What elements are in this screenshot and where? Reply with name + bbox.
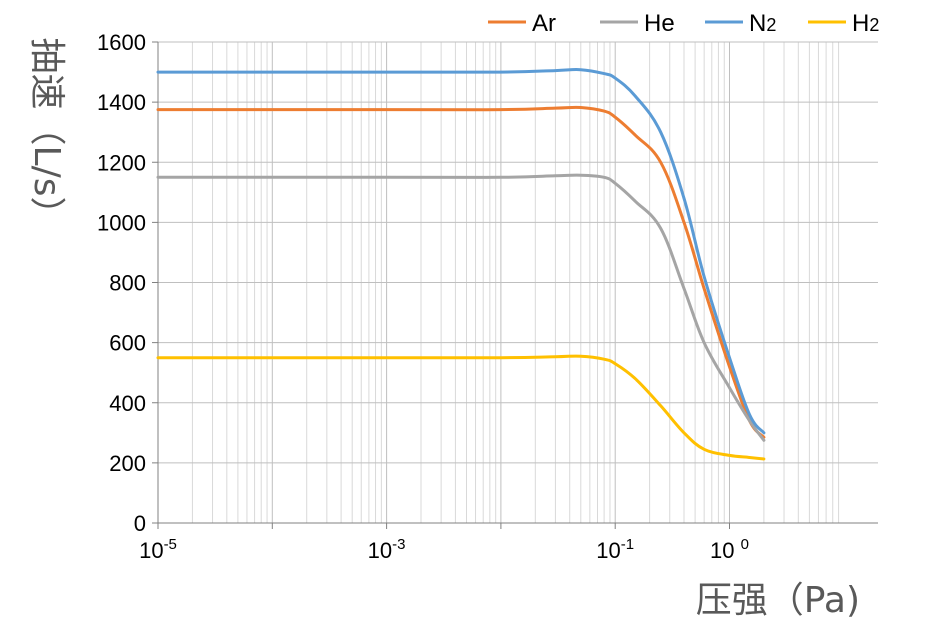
series-line-h2: [156, 354, 766, 461]
series-line-he: [156, 173, 766, 442]
x-tick-label: 10-1: [596, 536, 634, 563]
x-tick-label: 10-5: [139, 536, 177, 563]
y-tick-label: 800: [109, 271, 146, 296]
major-gridlines: [157, 41, 878, 523]
legend: Ar He N2 H2: [488, 10, 879, 37]
y-tick-label: 200: [109, 451, 146, 476]
legend-label-h2: H2: [852, 10, 879, 37]
y-axis-title: 抽速（L/s）: [26, 38, 67, 233]
y-tick-label: 1200: [97, 150, 146, 175]
legend-label-n2: N2: [749, 10, 776, 37]
series-lines: [156, 68, 766, 461]
y-tick-label: 400: [109, 391, 146, 416]
x-tick-label: 10 0: [710, 536, 749, 563]
y-tick-label: 1000: [97, 210, 146, 235]
x-tick-label: 10-3: [368, 536, 406, 563]
y-tick-label: 1400: [97, 90, 146, 115]
x-axis-title: 压强（Pa): [696, 580, 860, 621]
legend-label-he: He: [644, 10, 675, 37]
x-tick-labels: 10-5 10-3 10-1 10 0: [139, 536, 749, 563]
y-tick-labels: 0 200 400 600 800 1000 1200 1400 1600: [97, 30, 146, 536]
series-line-n2: [156, 68, 766, 435]
axes: [152, 41, 878, 529]
series-line-ar: [156, 105, 766, 439]
y-tick-label: 0: [134, 511, 146, 536]
legend-label-ar: Ar: [532, 10, 556, 37]
y-tick-label: 600: [109, 331, 146, 356]
y-tick-label: 1600: [97, 30, 146, 55]
